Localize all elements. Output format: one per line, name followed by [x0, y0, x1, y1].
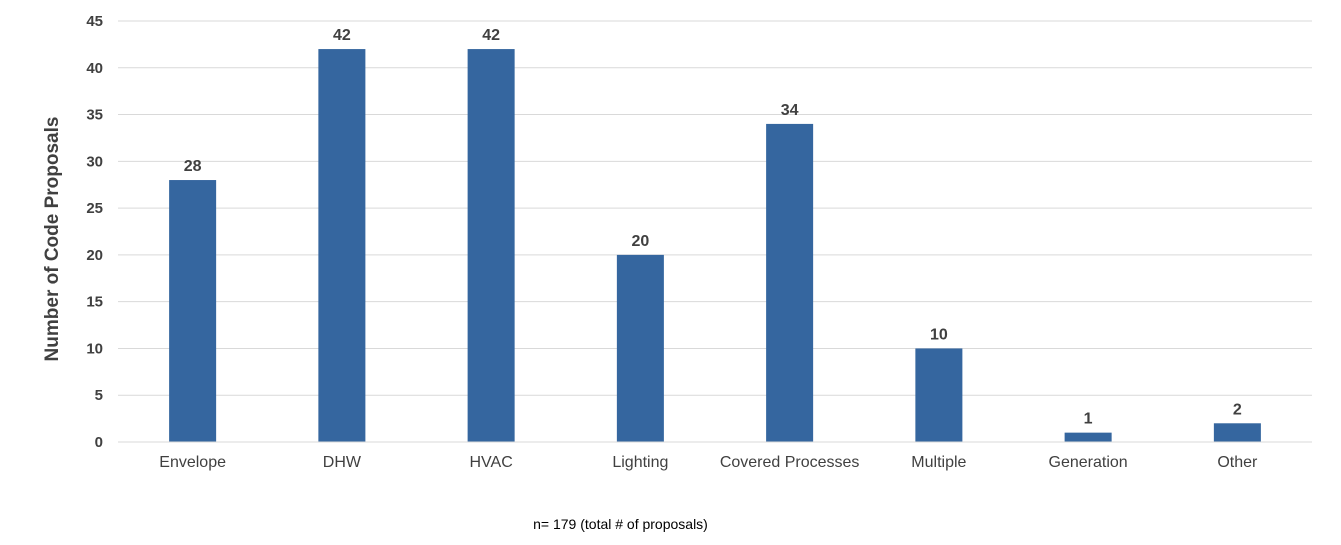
x-axis-ticks: Envelope DHW HVAC Lighting Covered Processes…: [159, 454, 1258, 471]
y-tick-label: 25: [86, 200, 103, 217]
data-label: 10: [930, 326, 948, 343]
y-tick-label: 0: [95, 434, 103, 451]
bar-dhw: [318, 49, 366, 443]
y-tick-label: 5: [95, 387, 103, 404]
x-tick-label: Generation: [1049, 454, 1128, 471]
x-tick-label: Lighting: [612, 454, 668, 471]
y-tick-label: 30: [86, 153, 103, 170]
data-label: 34: [781, 102, 799, 119]
y-tick-label: 35: [86, 107, 103, 124]
y-tick-label: 20: [86, 247, 103, 264]
gridlines: [118, 20, 1312, 396]
bar-other: [1213, 423, 1261, 442]
data-label: 20: [631, 233, 649, 250]
bar-lighting: [616, 254, 664, 442]
data-labels: 28 42 42 20 34 10 1 2: [184, 27, 1242, 428]
data-label: 1: [1084, 411, 1093, 428]
y-axis-label: Number of Code Proposals: [42, 117, 63, 362]
y-axis-ticks: 0 5 10 15 20 25 30 35 40 45: [86, 13, 103, 451]
data-label: 28: [184, 158, 202, 175]
bar-covered-processes: [766, 123, 814, 443]
y-tick-label: 45: [86, 13, 103, 30]
x-tick-label: Other: [1217, 454, 1258, 471]
bars: [169, 49, 1261, 443]
data-label: 42: [333, 27, 351, 44]
x-tick-label: Envelope: [159, 454, 226, 471]
x-tick-label: Multiple: [911, 454, 966, 471]
bar-envelope: [169, 180, 217, 443]
data-label: 2: [1233, 401, 1242, 418]
x-tick-label: Covered Processes: [720, 454, 860, 471]
bar-hvac: [467, 49, 515, 443]
data-label: 42: [482, 27, 500, 44]
bar-multiple: [915, 348, 963, 442]
total-proposals-note: n= 179 (total # of proposals): [533, 516, 708, 532]
y-tick-label: 40: [86, 60, 103, 77]
bar-generation: [1064, 432, 1112, 442]
y-tick-label: 10: [86, 340, 103, 357]
y-tick-label: 15: [86, 294, 103, 311]
x-tick-label: HVAC: [469, 454, 512, 471]
x-tick-label: DHW: [323, 454, 362, 471]
